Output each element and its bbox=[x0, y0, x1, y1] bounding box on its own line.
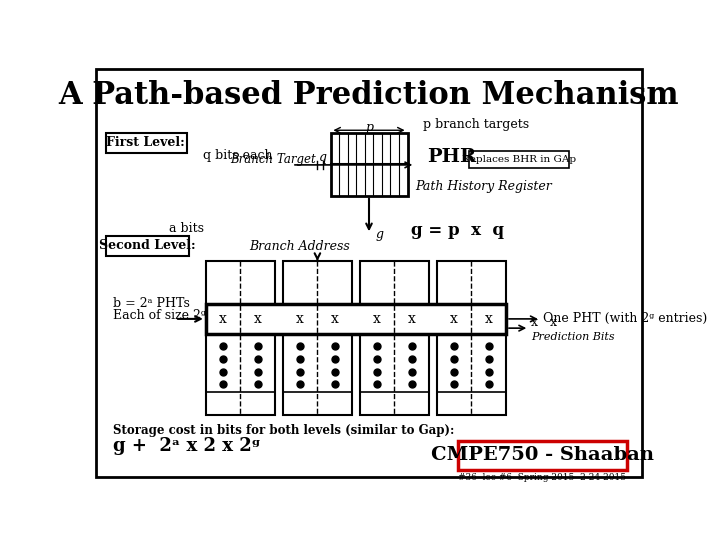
Text: g +  2ᵃ x 2 x 2ᵍ: g + 2ᵃ x 2 x 2ᵍ bbox=[113, 437, 261, 455]
Text: g: g bbox=[375, 228, 383, 241]
Bar bbox=[437, 261, 506, 415]
Bar bbox=[330, 132, 408, 195]
Text: q bits each: q bits each bbox=[204, 149, 273, 162]
Text: CMPE750 - Shaaban: CMPE750 - Shaaban bbox=[431, 446, 654, 464]
Text: x: x bbox=[373, 312, 381, 326]
Text: Second Level:: Second Level: bbox=[99, 239, 196, 252]
Text: q: q bbox=[319, 151, 327, 164]
Text: p: p bbox=[365, 122, 373, 134]
Text: Storage cost in bits for both levels (similar to Gap):: Storage cost in bits for both levels (si… bbox=[113, 424, 455, 437]
Text: x: x bbox=[330, 312, 338, 326]
Text: A Path-based Prediction Mechanism: A Path-based Prediction Mechanism bbox=[59, 80, 679, 111]
Text: x: x bbox=[408, 312, 415, 326]
Text: g = p  x  q: g = p x q bbox=[411, 222, 504, 239]
Bar bbox=[106, 236, 189, 256]
Bar bbox=[106, 132, 186, 153]
Text: #36  lec #6  Spring 2015  2-24-2015: #36 lec #6 Spring 2015 2-24-2015 bbox=[458, 473, 626, 482]
Text: a bits: a bits bbox=[168, 221, 204, 234]
Text: PHR: PHR bbox=[427, 148, 476, 166]
Text: First Level:: First Level: bbox=[107, 136, 185, 149]
Text: Path History Register: Path History Register bbox=[415, 180, 552, 193]
Text: Branch Target: Branch Target bbox=[230, 153, 315, 166]
Text: Branch Address: Branch Address bbox=[250, 240, 351, 253]
Bar bbox=[206, 261, 275, 415]
Text: Prediction Bits: Prediction Bits bbox=[531, 332, 615, 342]
Text: x: x bbox=[296, 312, 304, 326]
Text: x: x bbox=[450, 312, 458, 326]
Bar bbox=[457, 441, 627, 470]
Text: x: x bbox=[485, 312, 492, 326]
Text: x: x bbox=[219, 312, 227, 326]
Text: x   x: x x bbox=[531, 316, 557, 329]
Text: x: x bbox=[253, 312, 261, 326]
Bar bbox=[206, 303, 506, 334]
Text: b = 2ᵃ PHTs: b = 2ᵃ PHTs bbox=[113, 297, 190, 310]
Text: One PHT (with 2ᵍ entries): One PHT (with 2ᵍ entries) bbox=[543, 313, 707, 326]
Text: p branch targets: p branch targets bbox=[423, 118, 529, 131]
Text: Each of size 2ᵍ: Each of size 2ᵍ bbox=[113, 308, 206, 321]
Text: Replaces BHR in GAp: Replaces BHR in GAp bbox=[462, 155, 576, 164]
Bar bbox=[283, 261, 352, 415]
Bar bbox=[360, 261, 429, 415]
Bar bbox=[469, 151, 570, 168]
